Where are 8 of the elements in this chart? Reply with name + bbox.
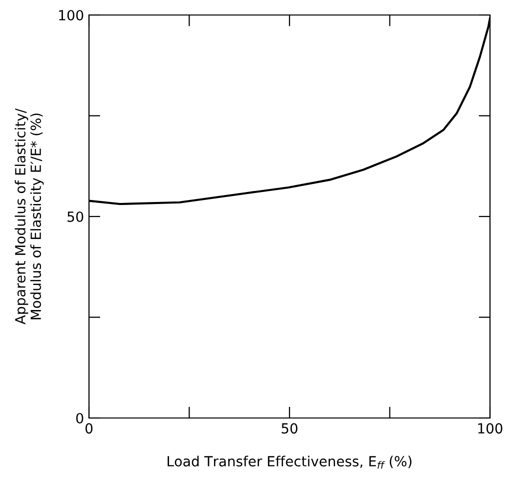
y-tick-label: 0 <box>76 412 84 424</box>
y-tick-label: 100 <box>59 10 84 20</box>
x-tick-label: 0 <box>85 423 92 434</box>
x-axis-title: Load Transfer Effectiveness, E$_{ff}$ (%) <box>168 456 412 469</box>
y-axis-title: Apparent Modulus of Elasticity/ Modulus of Elasticity E′/E* (%) <box>14 108 44 324</box>
y-tick-label: 50 <box>68 211 84 222</box>
x-tick-label: 100 <box>478 423 502 434</box>
x-tick-label: 50 <box>282 423 298 434</box>
